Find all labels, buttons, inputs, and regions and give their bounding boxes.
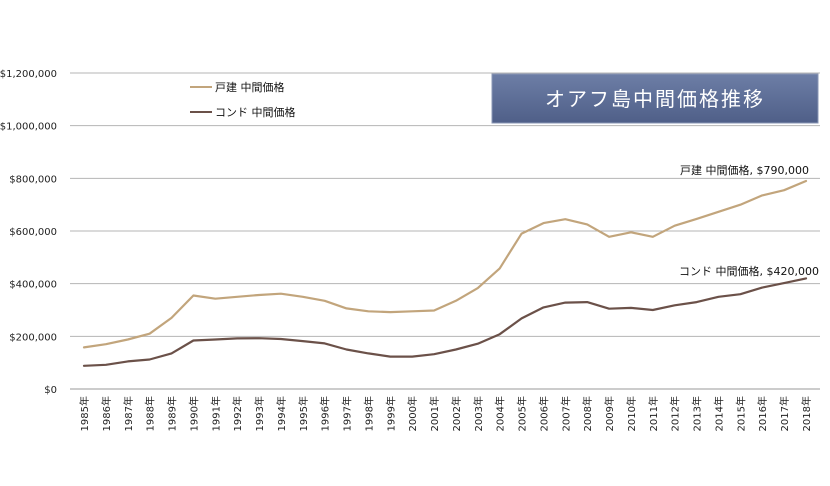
- x-tick-label: 2000年: [406, 396, 419, 431]
- x-tick-label: 2018年: [800, 396, 813, 431]
- x-tick-label: 1992年: [231, 396, 244, 431]
- y-tick-label: $400,000: [9, 280, 57, 291]
- x-tick-label: 1996年: [319, 396, 332, 431]
- x-tick-label: 1988年: [144, 396, 157, 431]
- x-tick-label: 2001年: [428, 396, 441, 431]
- series-line-condo: [82, 277, 808, 367]
- chart-title: オアフ島中間価格推移: [545, 87, 765, 111]
- y-tick-label: $1,200,000: [0, 69, 57, 80]
- legend-label-condo: コンド 中間価格: [215, 105, 296, 119]
- title-background: [491, 73, 819, 124]
- x-tick-label: 1991年: [209, 396, 222, 431]
- end-label-detached-house: 戸建 中間価格, $790,000: [680, 163, 809, 177]
- x-tick-label: 1990年: [187, 396, 200, 431]
- y-tick-label: $0: [44, 385, 57, 396]
- x-tick-label: 2009年: [603, 396, 616, 431]
- y-tick-label: $1,000,000: [0, 122, 57, 133]
- x-tick-label: 2016年: [756, 396, 769, 431]
- x-tick-label: 2004年: [494, 396, 507, 431]
- x-tick-label: 1994年: [275, 396, 288, 431]
- series-line-detached-house: [82, 179, 808, 349]
- legend-label-detached-house: 戸建 中間価格: [215, 80, 285, 94]
- x-tick-label: 1989年: [166, 396, 179, 431]
- x-tick-label: 2010年: [625, 396, 638, 431]
- x-tick-label: 2003年: [472, 396, 485, 431]
- x-tick-label: 2008年: [581, 396, 594, 431]
- x-tick-label: 1986年: [100, 396, 113, 431]
- x-tick-label: 1993年: [253, 396, 266, 431]
- x-tick-label: 1998年: [362, 396, 375, 431]
- end-label-condo: コンド 中間価格, $420,000: [679, 264, 819, 278]
- y-tick-label: $600,000: [9, 227, 57, 238]
- y-tick-label: $800,000: [9, 174, 57, 185]
- x-axis-ticks: 1985年 1986年 1987年 1988年 1989年 1990年 1991年 1992年…: [78, 396, 813, 431]
- x-tick-label: 2006年: [537, 396, 550, 431]
- legend: 戸建 中間価格 コンド 中間価格: [190, 80, 296, 119]
- gridlines: [70, 72, 820, 390]
- x-tick-label: 2013年: [691, 396, 704, 431]
- x-tick-label: 2002年: [450, 396, 463, 431]
- y-tick-label: $200,000: [9, 332, 57, 343]
- series-lines: [82, 179, 808, 367]
- chart-title-box: オアフ島中間価格推移: [491, 73, 819, 124]
- x-tick-label: 2015年: [734, 396, 747, 431]
- x-tick-label: 1985年: [78, 396, 91, 431]
- y-axis-ticks: $0 $200,000 $400,000 $600,000 $800,000 $1,000…: [0, 69, 57, 396]
- x-tick-label: 2011年: [647, 396, 660, 431]
- x-tick-label: 1999年: [384, 396, 397, 431]
- x-tick-label: 1987年: [122, 396, 135, 431]
- x-tick-label: 2007年: [559, 396, 572, 431]
- x-tick-label: 2017年: [778, 396, 791, 431]
- x-tick-label: 2014年: [712, 396, 725, 431]
- x-tick-label: 1995年: [297, 396, 310, 431]
- x-tick-label: 1997年: [341, 396, 354, 431]
- x-tick-label: 2012年: [669, 396, 682, 431]
- x-tick-label: 2005年: [516, 396, 529, 431]
